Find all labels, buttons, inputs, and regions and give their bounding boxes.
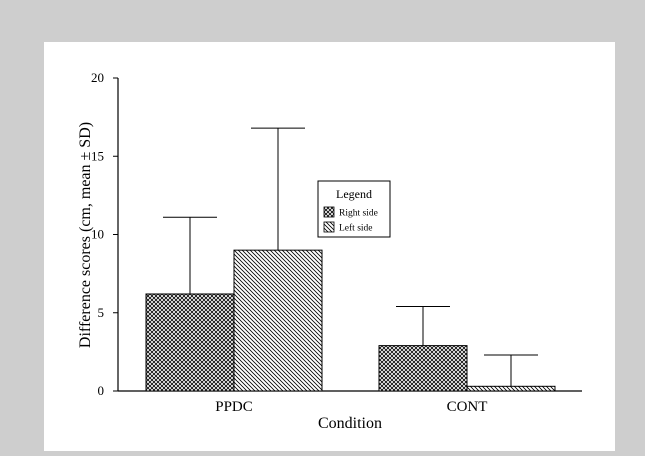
y-tick-label: 10 bbox=[91, 227, 104, 242]
y-ticks: 0 5 10 15 20 bbox=[91, 70, 118, 398]
legend: Legend Right side Left side bbox=[317, 180, 391, 238]
bar-cont-left-side bbox=[466, 385, 556, 392]
y-tick-label: 0 bbox=[98, 383, 105, 398]
legend-item-label: Left side bbox=[339, 223, 373, 234]
error-bar bbox=[251, 127, 305, 251]
bars bbox=[145, 249, 556, 392]
bar-cont-right-side bbox=[378, 345, 468, 392]
y-tick-label: 20 bbox=[91, 70, 104, 85]
y-tick-label: 5 bbox=[98, 305, 105, 320]
plot-panel bbox=[44, 42, 615, 451]
error-bar bbox=[396, 305, 450, 346]
legend-swatch bbox=[323, 221, 335, 233]
error-bar bbox=[163, 216, 217, 294]
bar-ppdc-right-side bbox=[145, 293, 235, 392]
x-axis-label: Condition bbox=[318, 415, 382, 432]
y-tick-label: 15 bbox=[91, 148, 104, 163]
legend-swatch bbox=[323, 206, 335, 218]
y-axis-label: Difference scores (cm, mean ± SD) bbox=[77, 122, 94, 348]
legend-title: Legend bbox=[336, 187, 372, 201]
x-tick-labels: PPDC CONT bbox=[215, 399, 487, 415]
error-bars bbox=[163, 127, 538, 387]
bar-ppdc-left-side bbox=[233, 249, 323, 392]
x-tick-label: CONT bbox=[447, 399, 488, 415]
legend-item-label: Right side bbox=[339, 209, 378, 219]
error-bar bbox=[484, 354, 538, 387]
x-tick-label: PPDC bbox=[215, 399, 253, 415]
